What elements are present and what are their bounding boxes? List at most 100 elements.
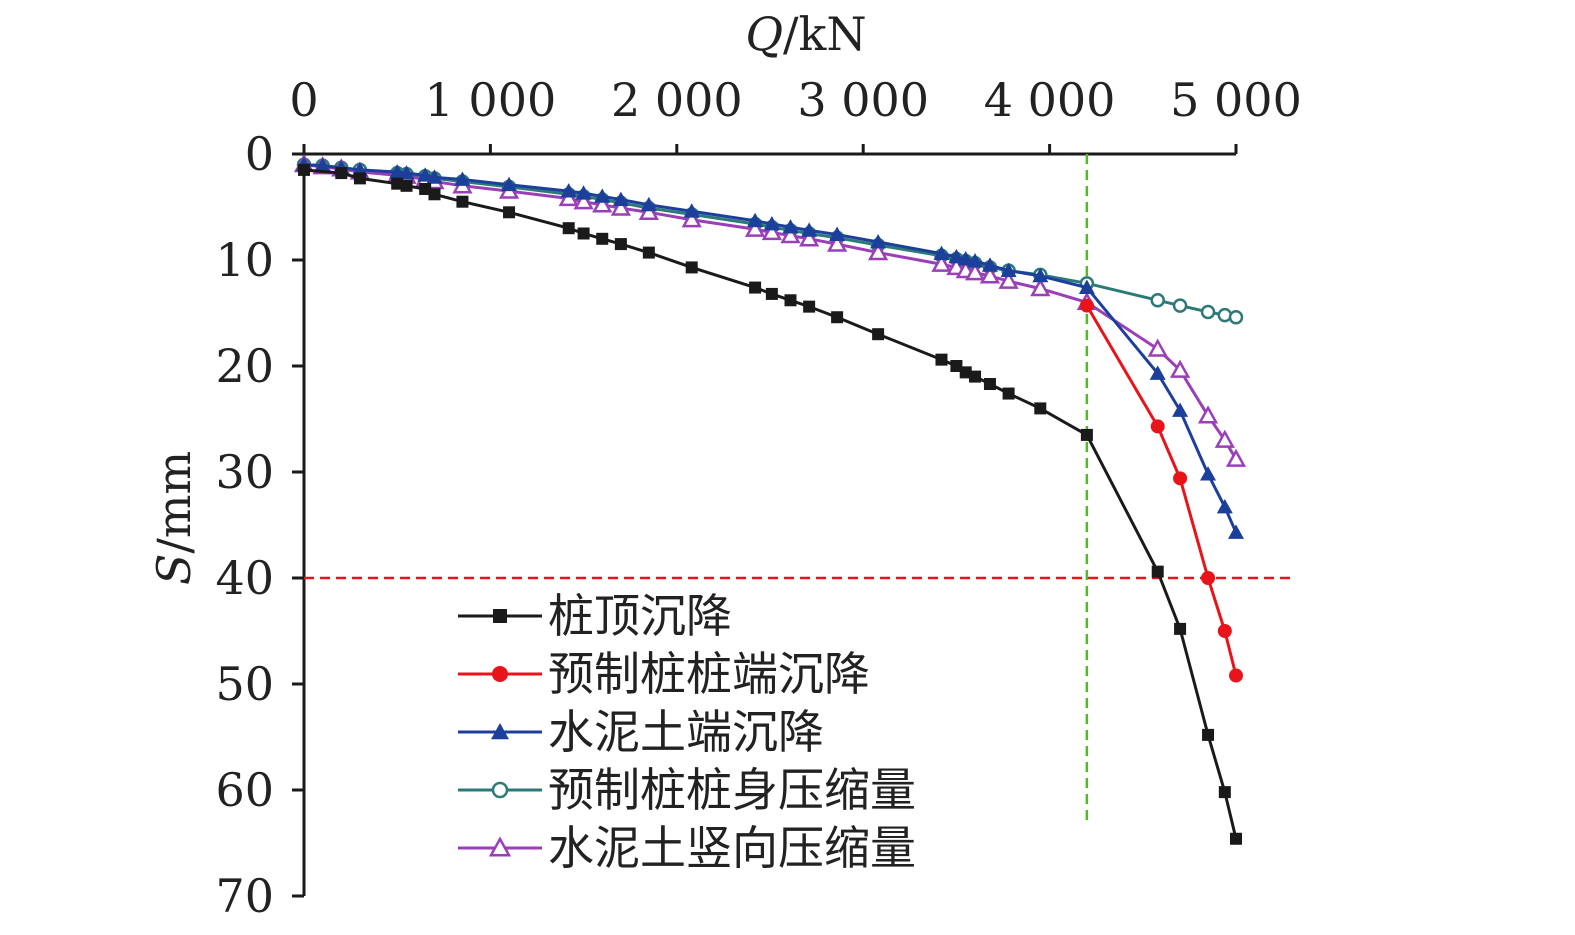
data-point: [964, 262, 986, 281]
data-point: [685, 261, 698, 274]
data-point: [491, 781, 509, 799]
data-point: [784, 294, 797, 307]
data-point: [1200, 304, 1216, 320]
series-2: [296, 156, 1244, 539]
data-point: [683, 203, 700, 218]
data-point: [577, 227, 590, 240]
data-point: [428, 188, 441, 201]
data-point: [1032, 267, 1049, 283]
series-0: [298, 163, 1242, 845]
data-point: [744, 218, 766, 237]
series-1: [1079, 298, 1243, 683]
legend-item: 预制桩桩端沉降: [458, 647, 870, 701]
data-point: [1151, 565, 1164, 578]
y-tick-label: 60: [215, 763, 274, 817]
series-line: [1085, 304, 1238, 676]
data-point: [780, 225, 801, 244]
data-point: [562, 222, 575, 235]
data-point: [1228, 309, 1244, 325]
y-tick-label: 10: [215, 233, 274, 287]
data-point: [1230, 832, 1242, 845]
data-point: [957, 250, 974, 266]
series-layer: [293, 154, 1247, 845]
data-point: [501, 176, 518, 192]
data-point: [1197, 405, 1219, 424]
data-point: [503, 206, 516, 219]
data-point: [935, 353, 948, 366]
data-point: [638, 201, 659, 220]
data-point: [747, 212, 764, 228]
data-point: [1218, 786, 1231, 799]
legend-label: 预制桩桩端沉降: [548, 647, 870, 701]
legend-item: 桩顶沉降: [458, 589, 732, 643]
data-point: [867, 242, 889, 261]
y-tick-label: 40: [215, 551, 274, 605]
x-tick-label: 5 000: [1170, 73, 1302, 127]
legend-label: 预制桩桩身压缩量: [548, 763, 916, 817]
data-point: [596, 232, 609, 245]
data-point: [1002, 387, 1015, 400]
data-point: [1172, 402, 1189, 417]
data-point: [314, 157, 331, 173]
data-point: [558, 187, 579, 207]
data-point: [594, 188, 611, 203]
x-tick-label: 1 000: [425, 73, 557, 127]
y-tick-label: 30: [215, 445, 274, 499]
data-point: [614, 238, 627, 251]
data-point: [763, 215, 780, 231]
data-point: [488, 836, 512, 857]
data-point: [981, 257, 998, 272]
data-point: [491, 723, 509, 740]
data-point: [1034, 402, 1047, 415]
axes: 0 1 000 2 000 3 000 4 000 5 000 0 10 20 30 40 50 60 7…: [215, 73, 1301, 923]
data-point: [681, 209, 702, 228]
data-point: [419, 182, 432, 195]
data-point: [967, 253, 984, 268]
data-point: [1000, 262, 1017, 277]
data-point: [803, 300, 816, 313]
data-point: [560, 183, 577, 198]
legend-item: 水泥土竖向压缩量: [458, 821, 916, 875]
data-point: [761, 221, 782, 241]
y-tick-label: 50: [215, 657, 274, 711]
data-point: [959, 366, 972, 379]
data-point: [1214, 429, 1235, 448]
data-point: [870, 233, 887, 249]
data-point: [749, 281, 762, 294]
x-tick-label: 2 000: [611, 73, 743, 127]
data-point: [492, 666, 508, 682]
data-point: [398, 165, 415, 180]
data-point: [1217, 624, 1232, 638]
legend-label: 水泥土竖向压缩量: [548, 821, 916, 875]
data-point: [872, 328, 885, 341]
data-point: [1150, 419, 1165, 434]
data-point: [1169, 359, 1191, 378]
legend-item: 水泥土端沉降: [458, 705, 824, 759]
x-axis-title: Q/kN: [745, 7, 866, 61]
data-point: [592, 194, 613, 213]
data-point: [1080, 428, 1093, 441]
x-tick-label: 4 000: [984, 73, 1116, 127]
data-point: [575, 185, 592, 200]
data-point: [1200, 466, 1217, 481]
data-point: [829, 226, 846, 241]
legend-label: 桩顶沉降: [548, 589, 732, 643]
data-point: [640, 196, 657, 212]
data-point: [612, 191, 629, 206]
data-point: [335, 167, 348, 180]
y-tick-label: 70: [215, 869, 274, 923]
data-point: [969, 370, 982, 383]
data-point: [493, 609, 507, 623]
data-point: [765, 287, 778, 300]
data-point: [391, 177, 404, 190]
data-point: [1217, 307, 1233, 323]
data-point: [1201, 571, 1216, 585]
data-point: [998, 270, 1019, 289]
series-4: [293, 154, 1247, 467]
data-point: [456, 195, 469, 208]
x-tick-label: 0: [289, 73, 318, 127]
data-point: [831, 311, 844, 324]
x-tick-label: 3 000: [797, 73, 929, 127]
